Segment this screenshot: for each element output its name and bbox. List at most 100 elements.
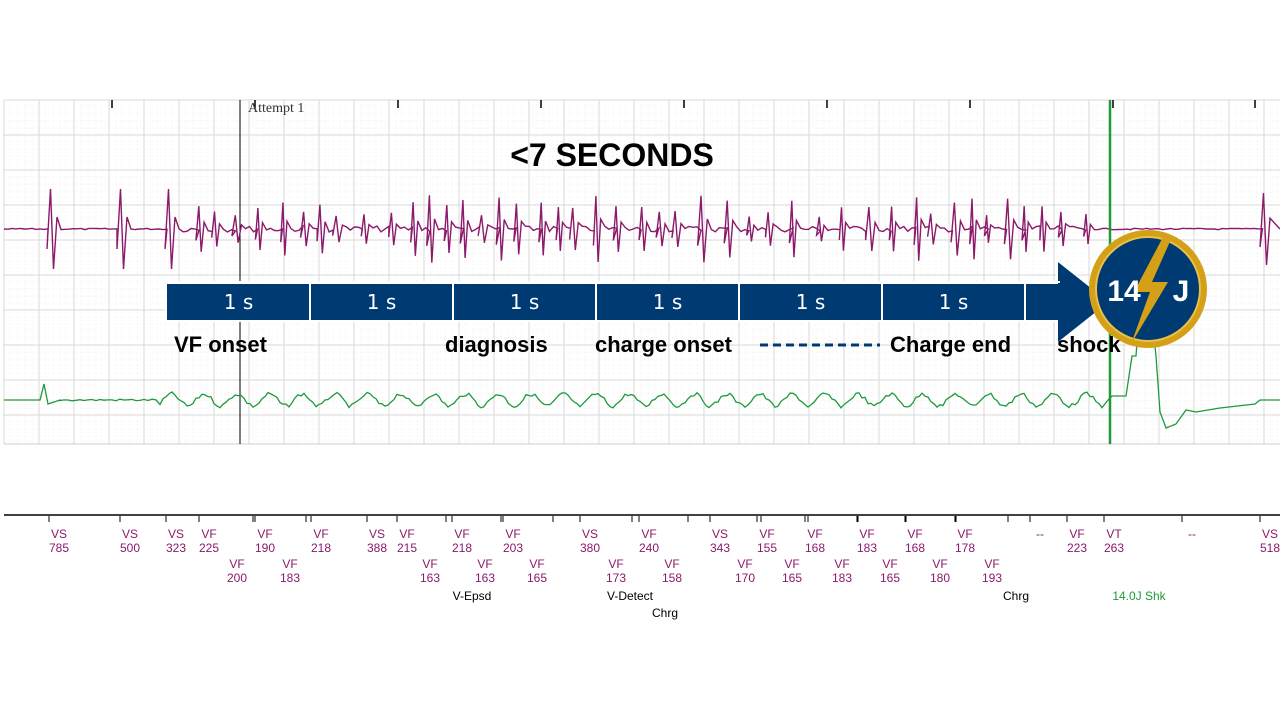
marker-interval: 155: [757, 541, 777, 555]
marker-type: VF: [201, 527, 216, 541]
badge-unit: J: [1173, 275, 1190, 308]
marker-row-secondary: VF200VF183VF163VF163VF165VF173VF158VF170…: [227, 557, 1002, 585]
marker-interval: 518: [1260, 541, 1280, 555]
marker-interval: 223: [1067, 541, 1087, 555]
marker-type: VF: [282, 557, 297, 571]
marker-type: VS: [168, 527, 184, 541]
marker-interval: 263: [1104, 541, 1124, 555]
marker-type: VF: [737, 557, 752, 571]
marker-interval: 193: [982, 571, 1002, 585]
marker-interval: 225: [199, 541, 219, 555]
marker-interval: 218: [311, 541, 331, 555]
marker-interval: 180: [930, 571, 950, 585]
marker-type: VF: [859, 527, 874, 541]
event-charge-end: Charge end: [890, 332, 1011, 357]
marker-interval: 388: [367, 541, 387, 555]
marker-type: VF: [759, 527, 774, 541]
marker-type: VF: [454, 527, 469, 541]
marker-type: --: [1188, 527, 1196, 541]
marker-type: VS: [51, 527, 67, 541]
attempt-label: Attempt 1: [248, 101, 304, 116]
marker-row-primary: VS785VS500VS323VF225VF190VF218VS388VF215…: [49, 527, 1280, 555]
event-diagnosis: diagnosis: [445, 332, 548, 357]
marker-annotations: V-Epsd V-Detect Chrg Chrg 14.0J Shk: [453, 589, 1167, 620]
marker-type: VF: [1069, 527, 1084, 541]
marker-type: --: [1036, 527, 1044, 541]
segment-label: 1 s: [510, 290, 540, 314]
marker-interval: 200: [227, 571, 247, 585]
marker-type: VS: [582, 527, 598, 541]
marker-interval: 168: [905, 541, 925, 555]
marker-ticks: [48, 516, 1261, 522]
marker-annotation: 14.0J Shk: [1112, 589, 1166, 603]
marker-interval: 218: [452, 541, 472, 555]
badge-energy: 14: [1107, 275, 1141, 308]
marker-type: VF: [257, 527, 272, 541]
marker-type: VT: [1106, 527, 1122, 541]
marker-annotation: V-Epsd: [453, 589, 492, 603]
top-tick-marks: [111, 100, 1256, 108]
egm-trace-far-field: [4, 299, 1280, 429]
marker-interval: 165: [782, 571, 802, 585]
egm-trace-ventricular: [3, 188, 1280, 270]
marker-interval: 165: [880, 571, 900, 585]
marker-interval: 165: [527, 571, 547, 585]
marker-interval: 158: [662, 571, 682, 585]
marker-interval: 240: [639, 541, 659, 555]
marker-type: VF: [313, 527, 328, 541]
marker-interval: 343: [710, 541, 730, 555]
marker-interval: 183: [857, 541, 877, 555]
marker-type: VF: [907, 527, 922, 541]
marker-interval: 190: [255, 541, 275, 555]
marker-annotation: Chrg: [1003, 589, 1029, 603]
marker-type: VF: [477, 557, 492, 571]
marker-type: VF: [505, 527, 520, 541]
marker-interval: 178: [955, 541, 975, 555]
marker-interval: 500: [120, 541, 140, 555]
marker-type: VS: [1262, 527, 1278, 541]
marker-interval: 215: [397, 541, 417, 555]
page-title: <7 SECONDS: [510, 137, 714, 173]
marker-interval: 173: [606, 571, 626, 585]
marker-type: VF: [807, 527, 822, 541]
marker-interval: 168: [805, 541, 825, 555]
segment-label: 1 s: [939, 290, 969, 314]
shock-badge: 14 J: [1089, 230, 1207, 348]
marker-type: VF: [399, 527, 414, 541]
marker-interval: 203: [503, 541, 523, 555]
marker-type: VF: [957, 527, 972, 541]
marker-interval: 183: [832, 571, 852, 585]
event-charge-onset: charge onset: [595, 332, 733, 357]
marker-type: VF: [608, 557, 623, 571]
marker-type: VS: [712, 527, 728, 541]
marker-annotation: V-Detect: [607, 589, 654, 603]
marker-type: VS: [122, 527, 138, 541]
timeline-segments: 1 s1 s1 s1 s1 s1 s1: [224, 284, 1103, 320]
marker-type: VF: [664, 557, 679, 571]
marker-interval: 785: [49, 541, 69, 555]
segment-label: 1 s: [224, 290, 254, 314]
marker-type: VF: [422, 557, 437, 571]
marker-interval: 163: [420, 571, 440, 585]
marker-type: VF: [641, 527, 656, 541]
marker-interval: 380: [580, 541, 600, 555]
marker-interval: 183: [280, 571, 300, 585]
marker-type: VF: [834, 557, 849, 571]
event-shock: shock: [1057, 332, 1121, 357]
marker-type: VF: [229, 557, 244, 571]
timeline-arrow: [165, 257, 1112, 347]
marker-annotation: Chrg: [652, 606, 678, 620]
marker-type: VS: [369, 527, 385, 541]
marker-type: VF: [784, 557, 799, 571]
marker-interval: 163: [475, 571, 495, 585]
marker-interval: 323: [166, 541, 186, 555]
segment-label: 1 s: [367, 290, 397, 314]
segment-label: 1 s: [653, 290, 683, 314]
marker-type: VF: [529, 557, 544, 571]
marker-type: VF: [932, 557, 947, 571]
marker-interval: 170: [735, 571, 755, 585]
event-vf-onset: VF onset: [174, 332, 268, 357]
marker-type: VF: [984, 557, 999, 571]
segment-label: 1 s: [796, 290, 826, 314]
